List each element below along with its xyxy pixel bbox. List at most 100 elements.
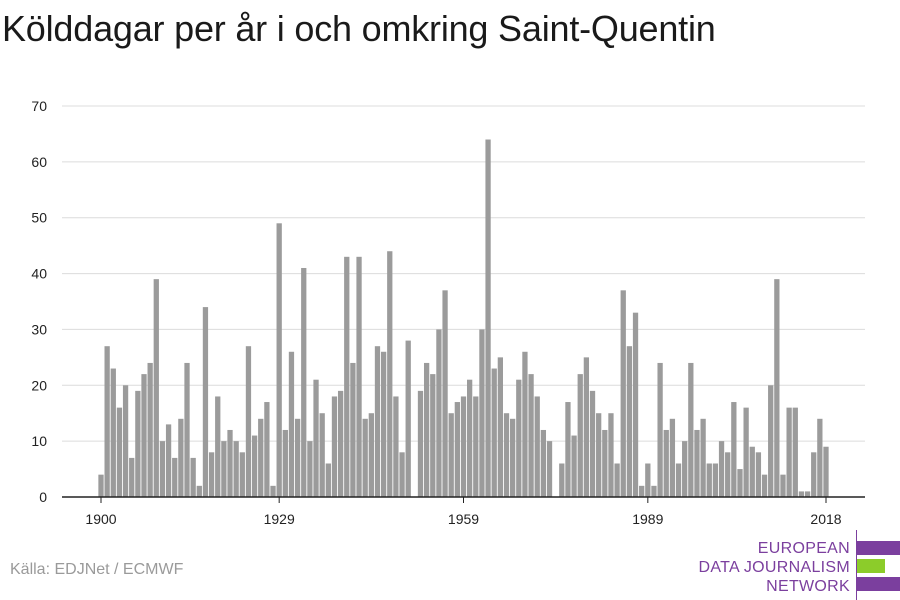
- bar-1972: [540, 429, 547, 497]
- bar-1924: [245, 346, 252, 497]
- bar-1991: [657, 362, 663, 497]
- logo-divider: [856, 530, 857, 600]
- bar-1980: [589, 390, 596, 497]
- chart-title: Kölddagar per år i och omkring Saint-Que…: [2, 8, 716, 49]
- bar-1940: [344, 256, 350, 497]
- bar-1944: [368, 413, 374, 497]
- logo-bar-green: [857, 559, 885, 573]
- bar-2003: [731, 402, 737, 497]
- bar-1910: [159, 441, 166, 497]
- bar-1952: [417, 390, 424, 497]
- y-tick-label: 0: [39, 489, 47, 505]
- bar-1993: [669, 418, 676, 497]
- bar-2013: [792, 407, 798, 497]
- bar-1970: [528, 374, 534, 497]
- y-tick-label: 10: [31, 433, 47, 449]
- bar-2006: [749, 446, 755, 497]
- bar-1947: [387, 251, 393, 497]
- bar-1928: [270, 485, 276, 497]
- bar-1955: [436, 329, 442, 497]
- bar-2016: [811, 452, 817, 497]
- bar-1962: [479, 329, 485, 497]
- bar-1959: [460, 396, 467, 497]
- logo-line-1: EUROPEAN: [757, 540, 850, 557]
- bar-1976: [565, 402, 571, 497]
- bar-1983: [608, 413, 614, 497]
- bar-2005: [743, 407, 749, 497]
- bar-1904: [122, 385, 129, 497]
- bar-1956: [442, 290, 448, 497]
- bar-2010: [774, 279, 780, 497]
- bar-1946: [380, 351, 387, 497]
- bar-1994: [675, 463, 682, 497]
- bar-1971: [534, 396, 540, 497]
- bar-1996: [688, 362, 694, 497]
- x-tick-label: 1959: [448, 511, 479, 527]
- bar-1931: [288, 351, 295, 497]
- bar-1997: [694, 429, 700, 497]
- bar-2001: [718, 441, 725, 497]
- bar-1978: [577, 374, 583, 497]
- bar-1965: [497, 357, 503, 497]
- bar-1902: [110, 368, 116, 497]
- bar-1985: [620, 290, 626, 497]
- bar-1911: [165, 424, 172, 497]
- bar-1986: [626, 346, 633, 497]
- bar-1953: [423, 362, 430, 497]
- bar-1905: [129, 457, 135, 497]
- y-tick-label: 50: [31, 210, 47, 226]
- y-tick-label: 40: [31, 266, 47, 282]
- y-tick-label: 70: [31, 98, 47, 114]
- bar-1916: [196, 485, 202, 497]
- bar-1981: [596, 413, 602, 497]
- bar-1957: [448, 413, 454, 497]
- bar-1992: [663, 429, 669, 497]
- bar-2002: [725, 452, 731, 497]
- bar-1998: [700, 418, 706, 497]
- bar-1936: [319, 413, 325, 497]
- bar-1973: [546, 441, 553, 497]
- bar-1977: [571, 435, 577, 497]
- bar-1908: [147, 362, 153, 497]
- y-tick-label: 30: [31, 321, 47, 337]
- bar-1942: [356, 256, 362, 497]
- bar-1975: [559, 463, 565, 497]
- x-tick-label: 1929: [264, 511, 295, 527]
- bar-1999: [706, 463, 712, 497]
- bar-1989: [645, 463, 651, 497]
- bar-1937: [325, 463, 331, 497]
- bar-1963: [485, 139, 491, 497]
- bar-1909: [153, 279, 159, 497]
- bar-1934: [307, 441, 313, 497]
- bar-2014: [798, 491, 805, 497]
- bar-1907: [141, 374, 147, 497]
- y-tick-label: 60: [31, 154, 47, 170]
- bar-1926: [258, 418, 264, 497]
- bar-1915: [190, 457, 196, 497]
- bar-1969: [522, 351, 528, 497]
- bar-1900: [98, 474, 104, 497]
- source-note: Källa: EDJNet / ECMWF: [10, 561, 184, 578]
- bar-1930: [282, 429, 288, 497]
- bar-1960: [467, 379, 473, 497]
- y-axis-ticks: 0 10 20 30 40 50 60 70: [31, 98, 47, 505]
- bar-1919: [215, 396, 221, 497]
- logo-line-2: DATA JOURNALISM: [698, 559, 850, 576]
- bar-1932: [294, 418, 301, 497]
- bar-1958: [454, 402, 460, 497]
- bar-1923: [239, 452, 245, 497]
- y-tick-label: 20: [31, 377, 47, 393]
- bar-1903: [116, 407, 123, 497]
- bars: [98, 139, 829, 498]
- x-tick-label: 1900: [85, 511, 116, 527]
- logo-bar-purple-top: [857, 541, 900, 555]
- bar-1922: [233, 441, 239, 497]
- bar-1948: [393, 396, 399, 497]
- bar-1927: [264, 402, 270, 497]
- bar-1988: [639, 485, 645, 497]
- bar-1990: [651, 485, 657, 497]
- bar-1982: [602, 429, 608, 497]
- bar-2015: [804, 491, 811, 497]
- x-tick-label: 1989: [632, 511, 663, 527]
